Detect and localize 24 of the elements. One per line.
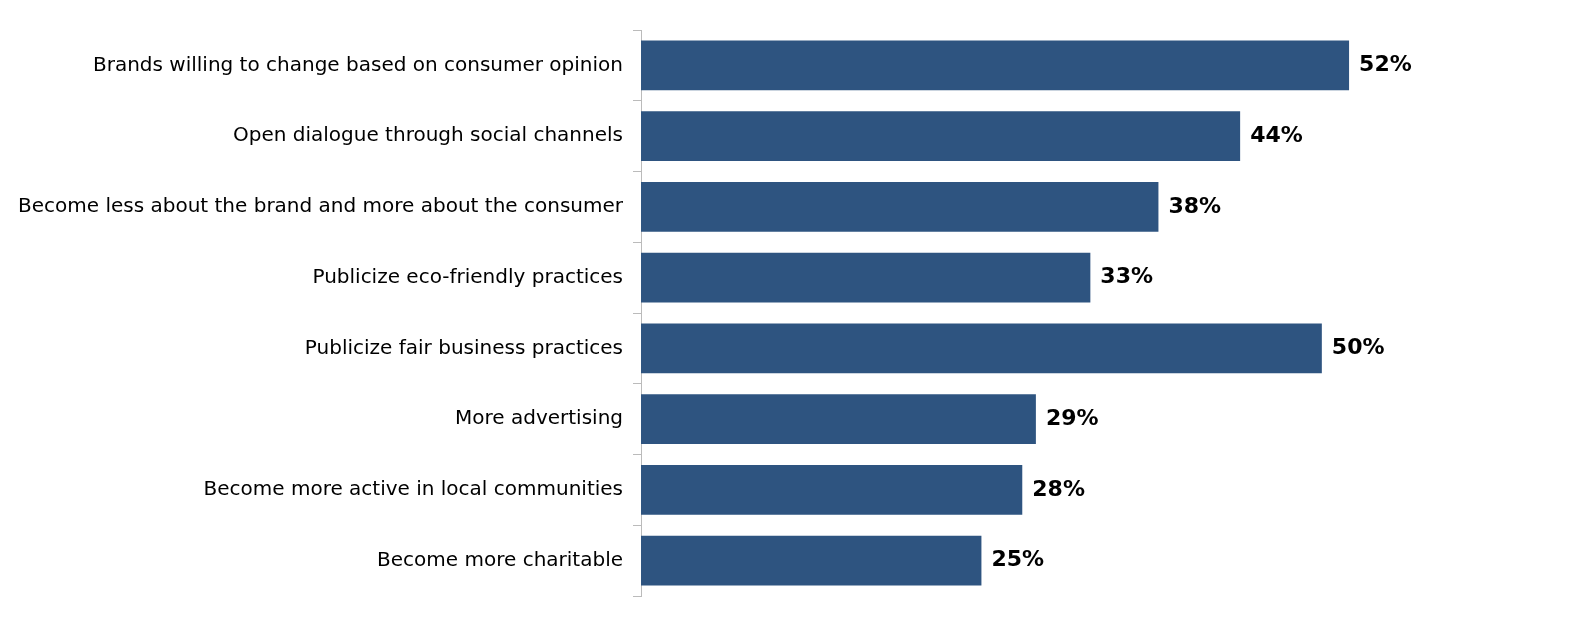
y-tick-label: Brands willing to change based on consumer opinion: [92, 51, 624, 76]
data-label: 50%: [1331, 334, 1385, 360]
y-tick-label: Become less about the brand and more about the consumer: [17, 193, 624, 218]
data-label: 28%: [1032, 475, 1085, 501]
bar: [641, 323, 1322, 374]
y-tick-label: Become more active in local communities: [203, 476, 624, 501]
bar: [641, 111, 1241, 161]
y-tick-label: More advertising: [455, 405, 624, 430]
y-tick-label: Publicize fair business practices: [304, 334, 624, 359]
y-tick-label: Open dialogue through social channels: [233, 122, 624, 147]
data-label: 25%: [991, 546, 1045, 572]
y-tick-label: Become more charitable: [377, 546, 624, 571]
data-label: 29%: [1045, 404, 1099, 430]
bar: [641, 465, 1023, 515]
data-label: 52%: [1359, 51, 1412, 77]
bar: [641, 40, 1350, 91]
bar: [641, 182, 1159, 232]
data-label: 33%: [1100, 263, 1154, 289]
bar: [641, 252, 1091, 303]
data-label: 44%: [1250, 121, 1303, 147]
bar: [641, 394, 1036, 444]
bar: [641, 535, 982, 586]
y-tick-label: Publicize eco-friendly practices: [312, 263, 624, 288]
data-label: 38%: [1168, 192, 1222, 218]
